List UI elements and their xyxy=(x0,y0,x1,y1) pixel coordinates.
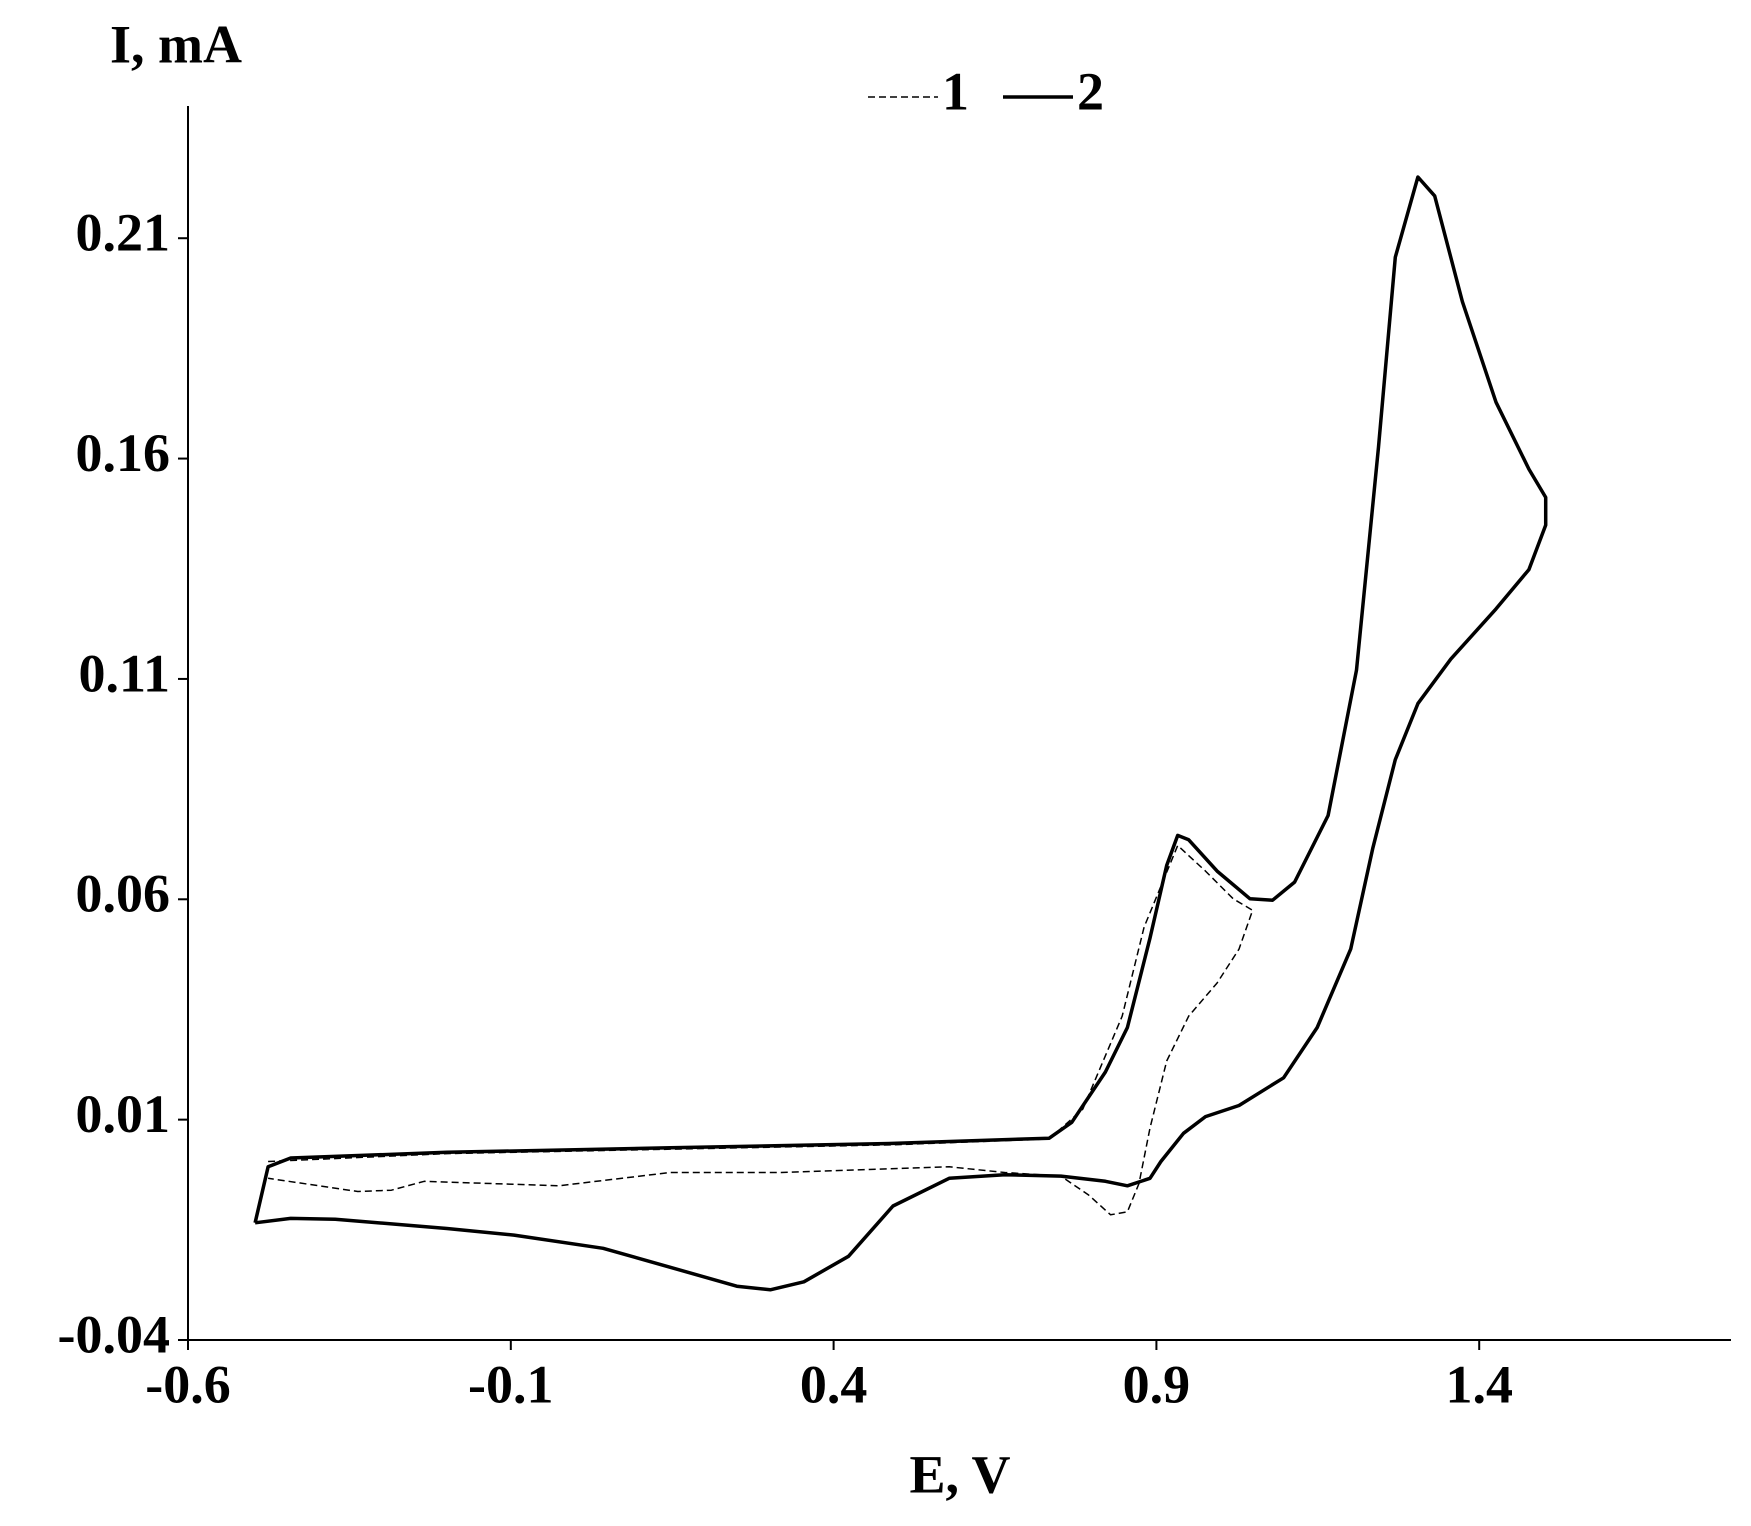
x-axis-label: E, V xyxy=(909,1444,1010,1504)
x-tick-label: -0.6 xyxy=(145,1354,230,1414)
y-tick-label: 0.06 xyxy=(76,864,171,924)
y-axis-label: I, mA xyxy=(110,14,242,74)
x-tick-label: 0.9 xyxy=(1123,1354,1191,1414)
x-tick-label: 0.4 xyxy=(800,1354,868,1414)
y-tick-label: 0.01 xyxy=(76,1084,171,1144)
legend-label: 1 xyxy=(942,61,969,121)
x-tick-label: -0.1 xyxy=(468,1354,553,1414)
y-tick-label: 0.21 xyxy=(76,203,171,263)
legend-label: 2 xyxy=(1077,61,1104,121)
series-line xyxy=(253,175,1548,1292)
y-tick-label: -0.04 xyxy=(58,1304,170,1364)
y-tick-label: 0.11 xyxy=(78,643,170,703)
x-tick-label: 1.4 xyxy=(1445,1354,1513,1414)
y-tick-label: 0.16 xyxy=(76,423,171,483)
series-line xyxy=(267,844,1254,1216)
